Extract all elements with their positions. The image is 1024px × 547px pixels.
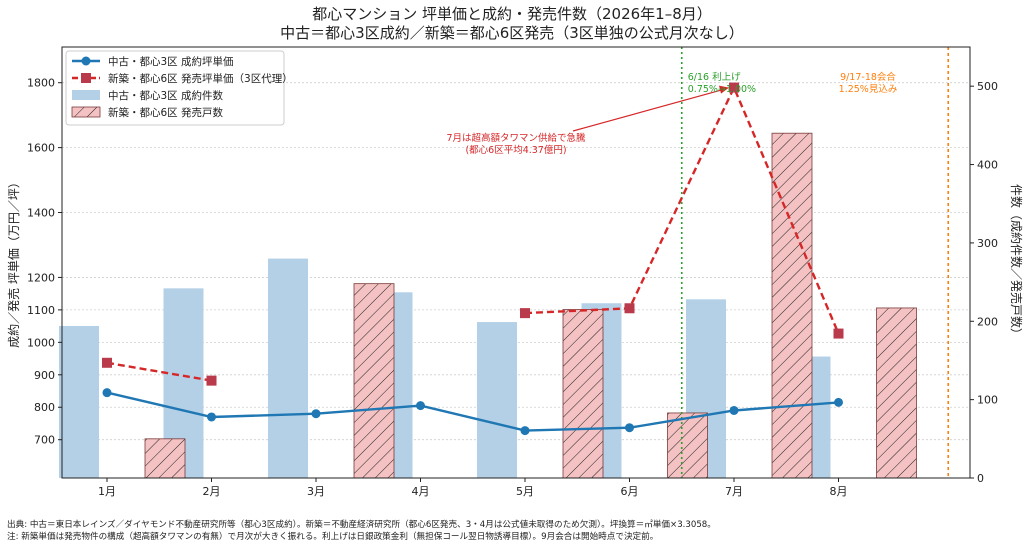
legend-box [65,50,285,126]
y-axis-label-right: 件数（成約件数／発売戸数） [1009,184,1024,340]
line-used-price-segment-1 [106,391,839,432]
tick-label-right-100: 100 [977,394,998,407]
legend-marker-new-price [81,73,91,83]
chart-subtitle: 中古＝都心3区成約／新築＝都心6区発売（3区単独の公式月次なし） [280,24,744,42]
tick-label-left-900: 900 [34,369,55,382]
annotation-boj-meeting-line-2: 1.25%見込み [839,84,898,95]
tick-label-right-300: 300 [977,237,998,250]
tick-label-right-500: 500 [977,80,998,93]
legend-swatch-new-units [71,106,101,118]
point-new-price-1 [102,357,112,368]
tick-label-x-8: 8月 [830,485,848,498]
annotation-tower-line-2: (都心6区平均4.37億円) [465,144,566,156]
point-new-price-6 [624,303,635,314]
tick-label-left-1600: 1600 [27,142,55,155]
tick-label-x-5: 5月 [516,485,534,498]
point-used-price-1 [102,388,112,398]
bar-new-units-1 [144,438,186,479]
bar-used-count-1 [59,325,99,478]
tick-label-left-1400: 1400 [27,207,55,220]
tick-label-x-7: 7月 [725,485,743,498]
tick-label-x-2: 2月 [203,485,221,498]
tick-label-right-400: 400 [977,159,998,172]
tick-label-x-4: 4月 [412,485,430,498]
tick-label-x-3: 3月 [307,485,325,498]
tick-label-left-800: 800 [34,401,55,414]
annotation-tower-line-1: 7月は超高額タワマン供給で急騰 [446,132,586,144]
tick-label-right-0: 0 [977,472,984,485]
annotations: 7月は超高額タワマン供給で急騰(都心6区平均4.37億円) 6/16 利上げ0.7… [446,71,897,156]
annotation-tower-arrowhead [719,85,729,94]
y-axis-label-left: 成約／発売 坪単価（万円／坪） [6,176,21,348]
point-used-price-6 [625,423,634,433]
bar-used-count-5 [477,322,517,478]
point-used-price-8 [834,397,843,407]
line-new-price-segment-2 [524,84,840,335]
point-used-price-3 [311,409,321,419]
bars [59,132,917,479]
line-new-price-segment-1 [106,361,212,382]
bar-new-units-7 [771,132,813,479]
point-used-price-2 [207,412,216,422]
tick-label-left-1800: 1800 [27,77,55,90]
tick-label-left-1100: 1100 [27,304,55,317]
annotation-rate-hike-line-2: 0.75%→1.00% [688,84,756,95]
annotation-rate-hike-line-1: 6/16 利上げ [688,71,741,83]
legend-label-4: 新築・都心6区 発売戸数 [108,106,224,119]
tick-label-left-700: 700 [34,434,55,447]
plot-frame [61,46,971,479]
point-used-price-7 [729,405,739,415]
point-new-price-8 [833,328,844,339]
bar-new-units-6 [667,412,708,479]
bar-used-count-3 [268,258,308,478]
lines [102,82,844,436]
bar-new-units-3 [353,283,395,479]
annotation-boj-meeting-line-1: 9/17-18会合 [840,71,896,83]
footnote-source: 出典: 中古＝東日本レインズ／ダイヤモンド不動産研究所等（都心3区成約）。新築＝… [7,518,716,530]
bar-new-units-5 [562,309,604,479]
legend-label-2: 新築・都心6区 発売坪単価（3区代理） [108,72,293,85]
event-lines [680,47,950,478]
legend-swatch-used-count [72,90,100,100]
point-used-price-4 [416,401,425,411]
point-new-price-5 [520,308,530,319]
point-new-price-2 [206,375,217,386]
point-new-price-7 [729,82,739,93]
legend-label-3: 中古・都心3区 成約件数 [108,89,224,102]
tick-label-left-1200: 1200 [27,271,55,284]
footnote-note: 注: 新築単価は発売物件の構成（超高額タワマンの有無）で月次が大きく振れる。利上… [7,530,658,542]
chart-title: 都心マンション 坪単価と成約・発売件数（2026年1–8月） [312,5,712,23]
tick-label-x-6: 6月 [621,485,639,498]
tick-label-x-1: 1月 [98,485,116,498]
tick-label-left-1000: 1000 [27,336,55,349]
legend-label-1: 中古・都心3区 成約坪単価 [108,55,234,68]
axes-ticks: 700 800 900 1000 1100 1200 1400 1600 1800 0 100 200… [27,77,998,498]
tick-label-right-200: 200 [977,315,998,328]
legend-marker-used-price [81,56,91,66]
point-used-price-5 [520,426,530,436]
bar-new-units-8 [876,307,917,479]
annotation-tower-arrow [572,88,724,132]
